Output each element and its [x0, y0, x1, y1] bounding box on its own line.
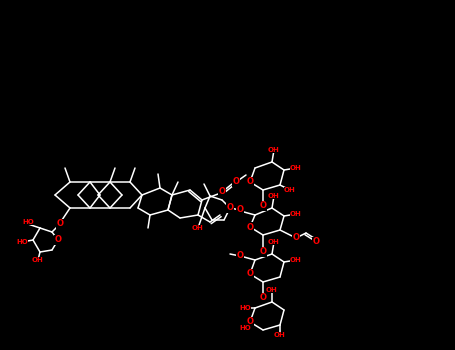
Text: O: O [237, 252, 243, 260]
Text: HO: HO [239, 325, 251, 331]
Text: OH: OH [290, 257, 302, 263]
Text: O: O [247, 177, 253, 187]
Text: HO: HO [16, 239, 28, 245]
Text: O: O [259, 294, 267, 302]
Text: OH: OH [290, 211, 302, 217]
Text: O: O [233, 177, 239, 187]
Text: OH: OH [268, 193, 280, 199]
Text: OH: OH [268, 239, 280, 245]
Text: O: O [259, 202, 267, 210]
Text: O: O [247, 223, 253, 231]
Text: HO: HO [22, 219, 34, 225]
Text: OH: OH [290, 165, 302, 171]
Text: O: O [247, 317, 253, 327]
Text: O: O [237, 205, 243, 215]
Text: O: O [56, 219, 64, 229]
Text: OH: OH [274, 332, 286, 338]
Text: O: O [218, 188, 226, 196]
Text: OH: OH [266, 287, 278, 293]
Text: OH: OH [192, 225, 204, 231]
Text: O: O [259, 247, 267, 257]
Text: OH: OH [284, 187, 296, 193]
Text: O: O [55, 236, 61, 245]
Text: HO: HO [239, 305, 251, 311]
Text: OH: OH [268, 147, 280, 153]
Text: O: O [293, 233, 299, 243]
Text: OH: OH [32, 257, 44, 263]
Text: O: O [247, 270, 253, 279]
Text: O: O [313, 238, 319, 246]
Text: O: O [227, 203, 233, 212]
